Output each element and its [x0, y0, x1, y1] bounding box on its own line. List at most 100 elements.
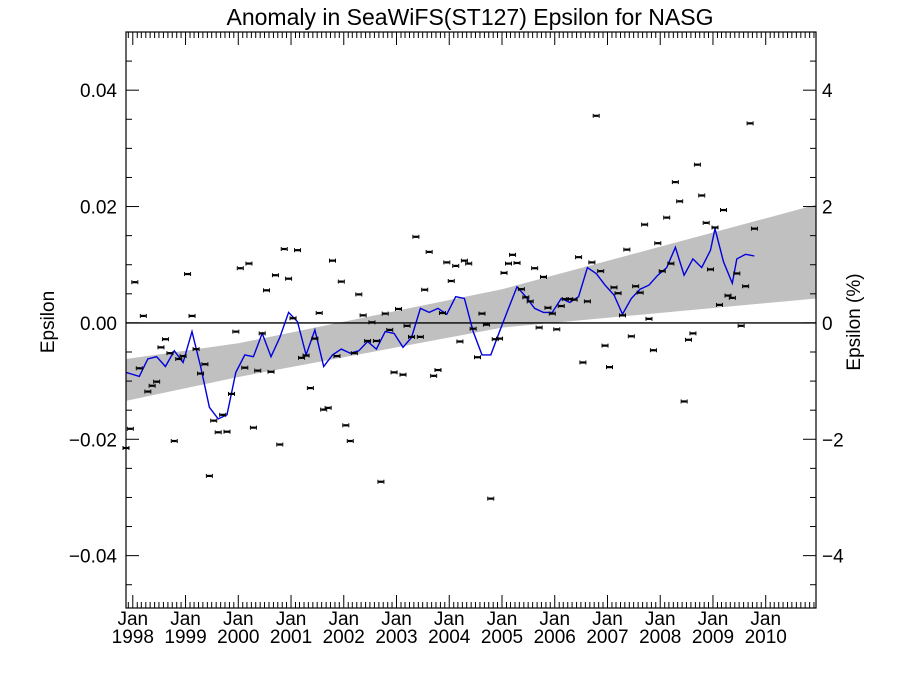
data-point	[263, 288, 271, 293]
data-point	[460, 258, 468, 263]
data-point	[425, 249, 433, 254]
data-point	[553, 327, 561, 332]
x-tick-year: 2010	[745, 627, 787, 648]
x-tick-month: Jan	[223, 609, 254, 630]
data-point	[346, 439, 354, 444]
data-point	[201, 362, 209, 367]
data-point	[131, 280, 139, 285]
x-tick-month: Jan	[487, 609, 518, 630]
data-point	[663, 215, 671, 220]
data-point	[452, 263, 460, 268]
data-point	[500, 270, 508, 275]
data-point	[465, 261, 473, 266]
data-point	[166, 351, 174, 356]
data-point	[526, 299, 534, 304]
data-point	[359, 313, 367, 318]
data-point	[306, 386, 314, 391]
data-point	[447, 279, 455, 284]
data-point	[390, 370, 398, 375]
data-point	[632, 284, 640, 289]
data-point	[126, 426, 134, 431]
data-point	[645, 316, 653, 321]
data-point	[597, 269, 605, 274]
data-point	[619, 313, 627, 318]
data-point	[236, 266, 244, 271]
data-point	[368, 320, 376, 325]
data-point	[192, 347, 200, 352]
x-tick-month: Jan	[698, 609, 729, 630]
data-point	[588, 260, 596, 265]
tick-layer: 0.040.020.00−0.02−0.04420−2−4Jan1998Jan1…	[69, 31, 844, 648]
x-tick-year: 2008	[639, 627, 681, 648]
data-point	[496, 336, 504, 341]
data-point	[487, 496, 495, 501]
data-point	[583, 299, 591, 304]
data-point	[698, 193, 706, 198]
data-point	[671, 180, 679, 185]
data-point	[702, 220, 710, 225]
data-point	[249, 425, 257, 430]
y2-tick-label: −4	[822, 547, 844, 568]
data-point	[294, 248, 302, 253]
y-tick-label: 0.00	[80, 314, 117, 335]
data-point	[157, 345, 165, 350]
data-point	[399, 372, 407, 377]
data-point	[438, 311, 446, 316]
data-point	[711, 225, 719, 230]
x-tick-year: 2004	[428, 627, 471, 648]
data-point	[271, 273, 279, 278]
x-tick-month: Jan	[539, 609, 570, 630]
data-point	[689, 331, 697, 336]
data-point	[364, 338, 372, 343]
data-point	[430, 373, 438, 378]
data-point	[746, 121, 754, 126]
data-point	[513, 260, 521, 265]
data-point	[289, 316, 297, 321]
data-point	[188, 313, 196, 318]
x-tick-year: 2000	[217, 627, 259, 648]
scatter-points-layer	[122, 113, 758, 501]
data-point	[654, 241, 662, 246]
data-point	[649, 348, 657, 353]
data-point	[658, 269, 666, 274]
y-axis-label: Epsilon	[38, 291, 59, 353]
data-point	[421, 287, 429, 292]
data-point	[750, 226, 758, 231]
data-point	[395, 306, 403, 311]
data-point	[570, 297, 578, 302]
smoothed-line-layer	[125, 228, 755, 420]
data-point	[531, 266, 539, 271]
x-tick-month: Jan	[434, 609, 465, 630]
data-point	[184, 272, 192, 277]
data-point	[715, 302, 723, 307]
chart-title: Anomaly in SeaWiFS(ST127) Epsilon for NA…	[226, 4, 713, 30]
x-tick-month: Jan	[117, 609, 148, 630]
data-point	[434, 368, 442, 373]
data-point	[139, 313, 147, 318]
data-point	[575, 255, 583, 260]
x-tick-year: 2001	[270, 627, 312, 648]
y-tick-label: 0.04	[80, 81, 117, 102]
data-point	[302, 353, 310, 358]
data-point	[276, 442, 284, 447]
data-point	[153, 379, 161, 384]
data-point	[614, 291, 622, 296]
data-point	[381, 311, 389, 316]
x-tick-month: Jan	[170, 609, 201, 630]
data-point	[667, 261, 675, 266]
x-tick-year: 1999	[164, 627, 206, 648]
x-tick-year: 2005	[481, 627, 523, 648]
data-point	[641, 222, 649, 227]
x-tick-year: 2007	[586, 627, 628, 648]
data-point	[416, 334, 424, 339]
trend-band-layer	[126, 204, 816, 401]
data-point	[227, 391, 235, 396]
data-point	[548, 311, 556, 316]
data-point	[355, 292, 363, 297]
data-point	[680, 399, 688, 404]
y-tick-label: −0.04	[69, 547, 118, 568]
data-point	[707, 267, 715, 272]
data-point	[267, 369, 275, 374]
